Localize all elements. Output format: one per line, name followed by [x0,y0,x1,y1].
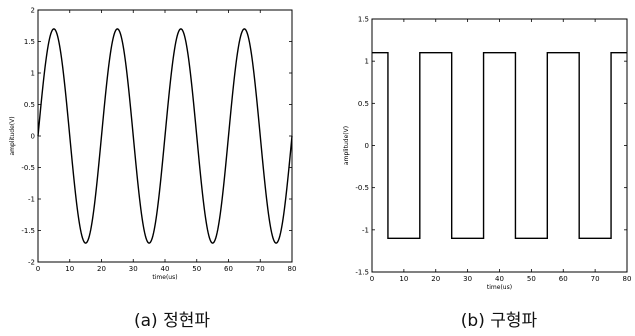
y-tick-label: -1.5 [355,269,369,277]
y-tick-label: 0 [365,142,369,150]
x-tick-label: 40 [495,275,504,283]
x-tick-label: 70 [591,275,600,283]
y-tick-label: 1.5 [24,38,35,46]
caption-a: (a) 정현파 [134,311,210,331]
x-tick-label: 80 [623,275,632,283]
y-tick-label: 1 [365,58,369,66]
series-line-a [37,28,293,244]
y-tick-label: -1 [28,196,35,204]
x-axis-label: time(us) [487,284,512,291]
y-tick-label: 2 [31,7,35,15]
y-tick-label: -1.5 [21,227,35,235]
x-tick-label: 30 [129,265,138,273]
y-tick-label: 0 [31,133,35,141]
y-tick-label: 0.5 [358,100,369,108]
chart-sine-wave: 0 10 20 30 40 50 60 70 80 -2 -1.5 -1 -0.5 0 0.5 1 1.5 2 ti… [9,7,296,282]
y-tick-label: -1 [362,226,369,234]
x-tick-label: 30 [463,275,472,283]
y-tick-label: 0.5 [24,101,35,109]
x-tick-label: 0 [370,275,374,283]
x-tick-label: 20 [97,265,106,273]
chart-square-wave: 0 10 20 30 40 50 60 70 80 -1.5 -1 -0.5 0 0.5 1 1.5 time(… [343,16,631,292]
x-tick-label: 80 [288,265,297,273]
x-tick-label: 0 [36,265,40,273]
x-tick-label: 10 [399,275,408,283]
x-tick-label: 50 [192,265,201,273]
y-tick-label: 1 [31,70,35,78]
series-line-b [372,52,627,239]
x-tick-label: 60 [224,265,233,273]
y-tick-label: 1.5 [358,16,369,24]
x-tick-label: 60 [559,275,568,283]
x-tick-label: 70 [256,265,265,273]
y-axis-label: amplitude(V) [9,116,16,155]
x-tick-label: 40 [161,265,170,273]
x-tick-label: 10 [65,265,74,273]
y-axis-label: amplitude(V) [343,126,350,165]
x-tick-label: 20 [431,275,440,283]
x-tick-label: 50 [527,275,536,283]
caption-b: (b) 구형파 [461,311,538,331]
y-tick-label: -2 [28,259,35,267]
y-tick-label: -0.5 [21,164,35,172]
plot-frame-b [371,18,628,273]
y-tick-label: -0.5 [355,184,369,192]
x-axis-label: time(us) [152,274,177,281]
